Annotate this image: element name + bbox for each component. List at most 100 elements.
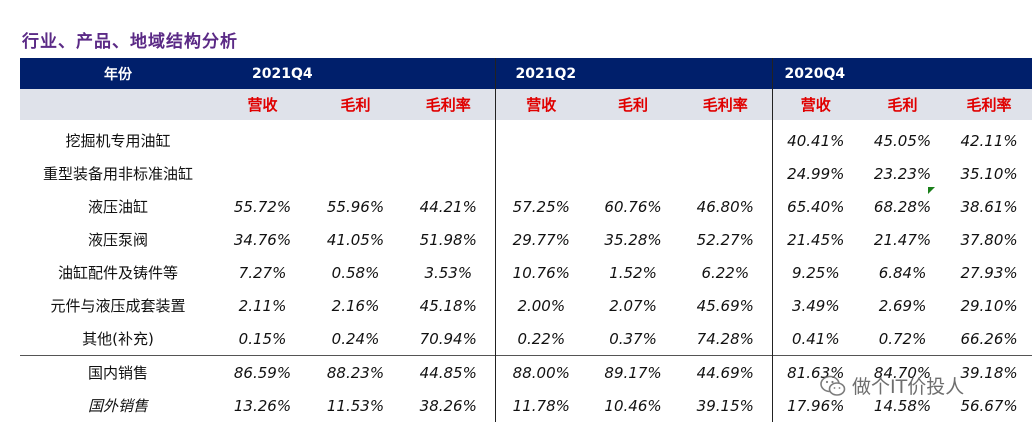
table-cell: 29.77% [494,223,588,256]
table-row: 元件与液压成套装置 2.11% 2.16% 45.18% 2.00% 2.07% 45.69… [20,289,1032,322]
table-cell: 88.00% [494,355,588,389]
table-row: 挖掘机专用油缸 40.41% 45.05% 42.11% [20,120,1032,157]
table-cell: 88.23% [309,355,402,389]
table-cell: 57.25% [494,190,588,223]
table-cell: 0.22% [494,322,588,356]
table-cell: 10.76% [494,256,588,289]
table-cell: 0.15% [238,329,287,348]
table-body: 挖掘机专用油缸 40.41% 45.05% 42.11% 重型装备用非标准油缸 24.99… [20,120,1033,422]
metric-header-row: 营收 毛利 毛利率 营收 毛利 毛利率 营收 毛利 毛利率 [20,89,1033,120]
table-cell: 39.18% [946,355,1033,389]
table-cell: 17.96% [771,389,860,422]
table-cell: 44.21% [419,197,477,216]
table-cell: 21.45% [771,223,860,256]
year-header: 年份 [20,58,216,89]
table-cell: 21.47% [873,230,932,249]
table-cell: 0.41% [771,322,860,356]
period-header-2021q2: 2021Q2 [494,58,773,89]
table-cell: 11.53% [326,396,385,415]
wechat-icon [820,375,846,396]
table-row: 其他(补充) 0.15% 0.24% 70.94% 0.22% 0.37% 74.28% 0.… [20,322,1032,356]
table-cell: 35.28% [604,230,662,249]
table-cell: 60.76% [604,197,662,216]
table-cell: 13.26% [233,396,292,415]
table-cell: 27.93% [960,263,1018,282]
table-cell [494,120,588,157]
row-label: 液压泵阀 [87,231,148,249]
table-cell: 70.94% [419,329,477,348]
row-label: 元件与液压成套装置 [50,297,186,315]
cell-comment-marker [928,187,935,194]
table-cell: 44.85% [402,355,496,389]
table-cell [679,157,772,190]
page-title: 行业、产品、地域结构分析 [22,32,238,52]
metric-header-blank [20,89,216,120]
table-cell [494,157,588,190]
period-header-2020q4: 2020Q4 [771,58,1033,89]
table-row: 油缸配件及铸件等 7.27% 0.58% 3.53% 10.76% 1.52% 6.22% 9… [20,256,1032,289]
table-cell: 23.23% [873,164,932,183]
table-cell: 11.78% [494,389,588,422]
table-cell: 52.27% [696,230,754,249]
table-cell: 45.05% [873,131,932,150]
table-cell: 9.25% [771,256,860,289]
row-label: 挖掘机专用油缸 [65,132,171,150]
table-cell [402,157,495,190]
table-cell: 45.69% [696,296,754,315]
table-cell: 66.26% [960,329,1018,348]
structure-table: 年份 2021Q4 2021Q2 2020Q4 营收 毛利 毛利率 营收 毛利 … [20,58,1033,422]
table-cell: 2.11% [238,296,287,315]
table-cell [309,157,402,190]
table-cell [587,157,679,190]
metric-header-revenue: 营收 [494,89,588,120]
table-cell: 81.63% [771,355,860,389]
table-row: 国内销售 86.59% 88.23% 44.85% 88.00% 89.17% 44.69%… [20,355,1033,389]
table-cell [216,157,309,190]
table-row: 重型装备用非标准油缸 24.99% 23.23% 35.10% [20,157,1032,190]
table-cell: 45.18% [419,296,477,315]
table-cell: 39.15% [696,396,754,415]
table-cell: 55.96% [326,197,385,216]
table-cell: 0.72% [878,329,927,348]
row-label: 液压油缸 [87,198,148,216]
table-cell: 35.10% [960,164,1018,183]
table-cell: 55.72% [233,197,292,216]
table-cell: 6.84% [878,263,927,282]
table-row: 液压油缸 55.72% 55.96% 44.21% 57.25% 60.76% 46.80%… [20,190,1032,223]
row-label: 国外销售 [87,397,148,415]
row-label: 油缸配件及铸件等 [57,264,178,282]
table-cell: 44.69% [679,355,773,389]
table-cell: 14.58% [873,396,932,415]
table-cell: 38.61% [960,197,1018,216]
row-label: 其他(补充) [82,330,154,348]
metric-header-gross-margin: 毛利率 [946,89,1033,120]
table-cell: 89.17% [587,355,680,389]
table-cell: 46.80% [696,197,754,216]
table-cell: 2.69% [878,296,927,315]
metric-header-revenue: 营收 [771,89,860,120]
table-cell: 0.58% [331,263,380,282]
table-cell: 37.80% [960,230,1018,249]
table-cell: 3.53% [424,263,473,282]
table-cell [216,120,309,157]
table-cell: 2.07% [609,296,657,315]
period-header-2021q4: 2021Q4 [216,58,496,89]
watermark: 做个IT价投人 [820,372,964,399]
table-cell: 74.28% [696,329,754,348]
metric-header-gross-margin: 毛利率 [402,89,496,120]
table-cell: 0.37% [609,329,657,348]
row-label: 重型装备用非标准油缸 [42,165,193,183]
table-cell: 1.52% [609,263,657,282]
table-cell: 24.99% [771,157,860,190]
table-cell: 86.59% [216,355,309,389]
table-row: 液压泵阀 34.76% 41.05% 51.98% 29.77% 35.28% 52.27%… [20,223,1032,256]
table-cell [309,120,402,157]
table-cell: 3.49% [771,289,860,322]
table-cell [587,120,679,157]
table-cell: 65.40% [771,190,860,223]
table-cell: 29.10% [960,296,1018,315]
table-cell: 56.67% [960,396,1018,415]
metric-header-gross-profit: 毛利 [309,89,402,120]
table-cell: 0.24% [331,329,380,348]
table-cell: 10.46% [604,396,662,415]
